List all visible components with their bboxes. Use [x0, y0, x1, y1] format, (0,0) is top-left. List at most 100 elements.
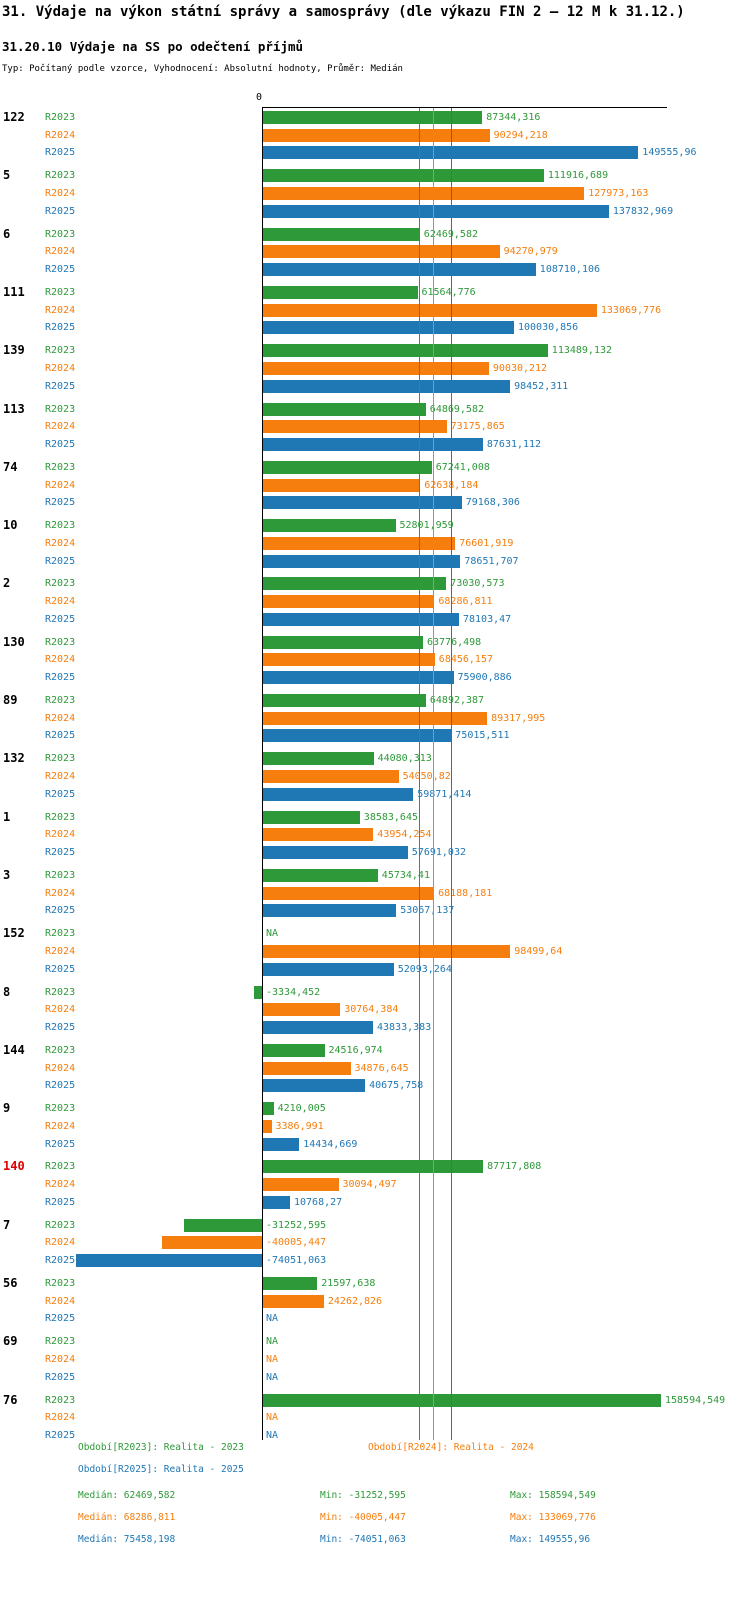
- group-id-label: 6: [3, 226, 11, 241]
- group-id-label: 113: [3, 401, 25, 416]
- series-label: R2025: [45, 905, 76, 917]
- bar: [263, 944, 511, 958]
- bar: [263, 420, 447, 434]
- bar: [263, 577, 447, 591]
- bar-value-label: NA: [266, 1354, 279, 1365]
- series-label: R2024: [45, 771, 76, 782]
- series-label: R2023: [45, 1103, 76, 1115]
- bar: [263, 361, 489, 375]
- series-label: R2023: [45, 1219, 76, 1231]
- bar-value-label: 87344,316: [486, 112, 541, 123]
- bar: [263, 868, 378, 882]
- bar: [263, 904, 397, 918]
- bar: [263, 886, 435, 900]
- bar: [263, 227, 420, 241]
- group-id-label: 139: [3, 343, 25, 358]
- bar-value-label: 24516,974: [328, 1044, 383, 1056]
- bar: [263, 111, 483, 124]
- series-label: R2023: [45, 461, 76, 473]
- bar-value-label: 44080,313: [377, 753, 432, 765]
- bar-value-label: 127973,163: [588, 188, 649, 199]
- bar: [263, 496, 462, 510]
- bar-value-label: 64869,582: [429, 403, 484, 415]
- bar: [263, 1061, 351, 1075]
- bar-value-label: 87717,808: [487, 1161, 542, 1173]
- bar-value-label: -3334,452: [266, 986, 321, 998]
- median-line-r2024: [433, 107, 435, 1440]
- bar-value-label: 21597,638: [321, 1278, 376, 1289]
- bar-value-label: NA: [266, 928, 279, 940]
- bar-value-label: 30094,497: [342, 1179, 397, 1191]
- group-id-label: 56: [3, 1276, 18, 1290]
- series-label: R2024: [45, 537, 76, 549]
- series-label: R2024: [45, 1062, 76, 1074]
- bar-value-label: NA: [266, 1371, 279, 1383]
- series-label: R2023: [45, 811, 76, 823]
- bar: [263, 635, 423, 649]
- bar-value-label: 79168,306: [465, 497, 520, 509]
- bar: [263, 653, 435, 667]
- bar: [263, 1003, 341, 1017]
- bar: [263, 146, 639, 160]
- bar: [263, 437, 483, 451]
- bar-value-label: 137832,969: [612, 205, 674, 217]
- series-label: R2025: [45, 730, 76, 742]
- bar: [263, 1119, 272, 1133]
- bar-value-label: 10768,27: [294, 1196, 343, 1208]
- series-label: R2025: [45, 1080, 76, 1092]
- bar-value-label: 52801,959: [399, 520, 454, 532]
- report-title: 31. Výdaje na výkon státní správy a samo…: [2, 4, 685, 20]
- group-id-label: 89: [3, 693, 18, 707]
- group-id-label: 76: [3, 1392, 18, 1407]
- series-label: R2023: [45, 986, 76, 998]
- series-label: R2023: [45, 1336, 76, 1348]
- series-label: R2024: [45, 829, 76, 841]
- series-label: R2023: [45, 928, 76, 940]
- bar: [263, 671, 454, 685]
- bar: [263, 787, 414, 801]
- bar-value-label: NA: [266, 1336, 279, 1348]
- bar: [263, 1178, 339, 1192]
- group-id-label: 74: [3, 459, 18, 474]
- bar-value-label: 40675,758: [369, 1080, 424, 1092]
- series-label: R2023: [45, 170, 76, 182]
- series-label: R2025: [45, 1021, 76, 1033]
- series-label: R2025: [45, 322, 76, 334]
- bar: [263, 128, 490, 142]
- bar-value-label: 78103,47: [463, 613, 512, 625]
- series-label: R2024: [45, 1179, 76, 1191]
- bar: [263, 711, 488, 725]
- bar: [263, 752, 374, 766]
- bar: [263, 1020, 373, 1034]
- bar-value-label: -31252,595: [266, 1219, 327, 1231]
- series-label: R2024: [45, 654, 76, 666]
- group-id-label: 3: [3, 867, 11, 882]
- series-label: R2024: [45, 304, 76, 316]
- bar: [263, 245, 500, 259]
- bar: [263, 770, 399, 783]
- series-label: R2025: [45, 205, 76, 217]
- group-id-label: 140: [3, 1159, 25, 1174]
- bar: [263, 204, 609, 218]
- series-label: R2024: [45, 246, 76, 258]
- bar-value-label: 75015,511: [455, 730, 510, 742]
- group-id-label: 9: [3, 1101, 11, 1116]
- series-label: R2024: [45, 887, 76, 899]
- bar-value-label: 78651,707: [464, 555, 519, 567]
- group-id-label: 10: [3, 518, 18, 533]
- bar: [253, 985, 262, 999]
- series-label: R2023: [45, 286, 76, 298]
- bar-value-label: 111916,689: [547, 170, 609, 182]
- bar: [263, 595, 435, 609]
- series-label: R2024: [45, 712, 76, 724]
- bar-value-label: 43954,254: [377, 829, 432, 841]
- bar: [263, 379, 511, 393]
- stat-min-r2023: Min: -31252,595: [320, 1490, 406, 1501]
- bar: [263, 729, 452, 743]
- bar-value-label: 59871,414: [417, 788, 472, 800]
- series-label: R2023: [45, 753, 76, 765]
- series-label: R2023: [45, 1161, 76, 1173]
- bar-value-label: 94270,979: [503, 246, 558, 258]
- bar-value-label: 68456,157: [438, 654, 493, 666]
